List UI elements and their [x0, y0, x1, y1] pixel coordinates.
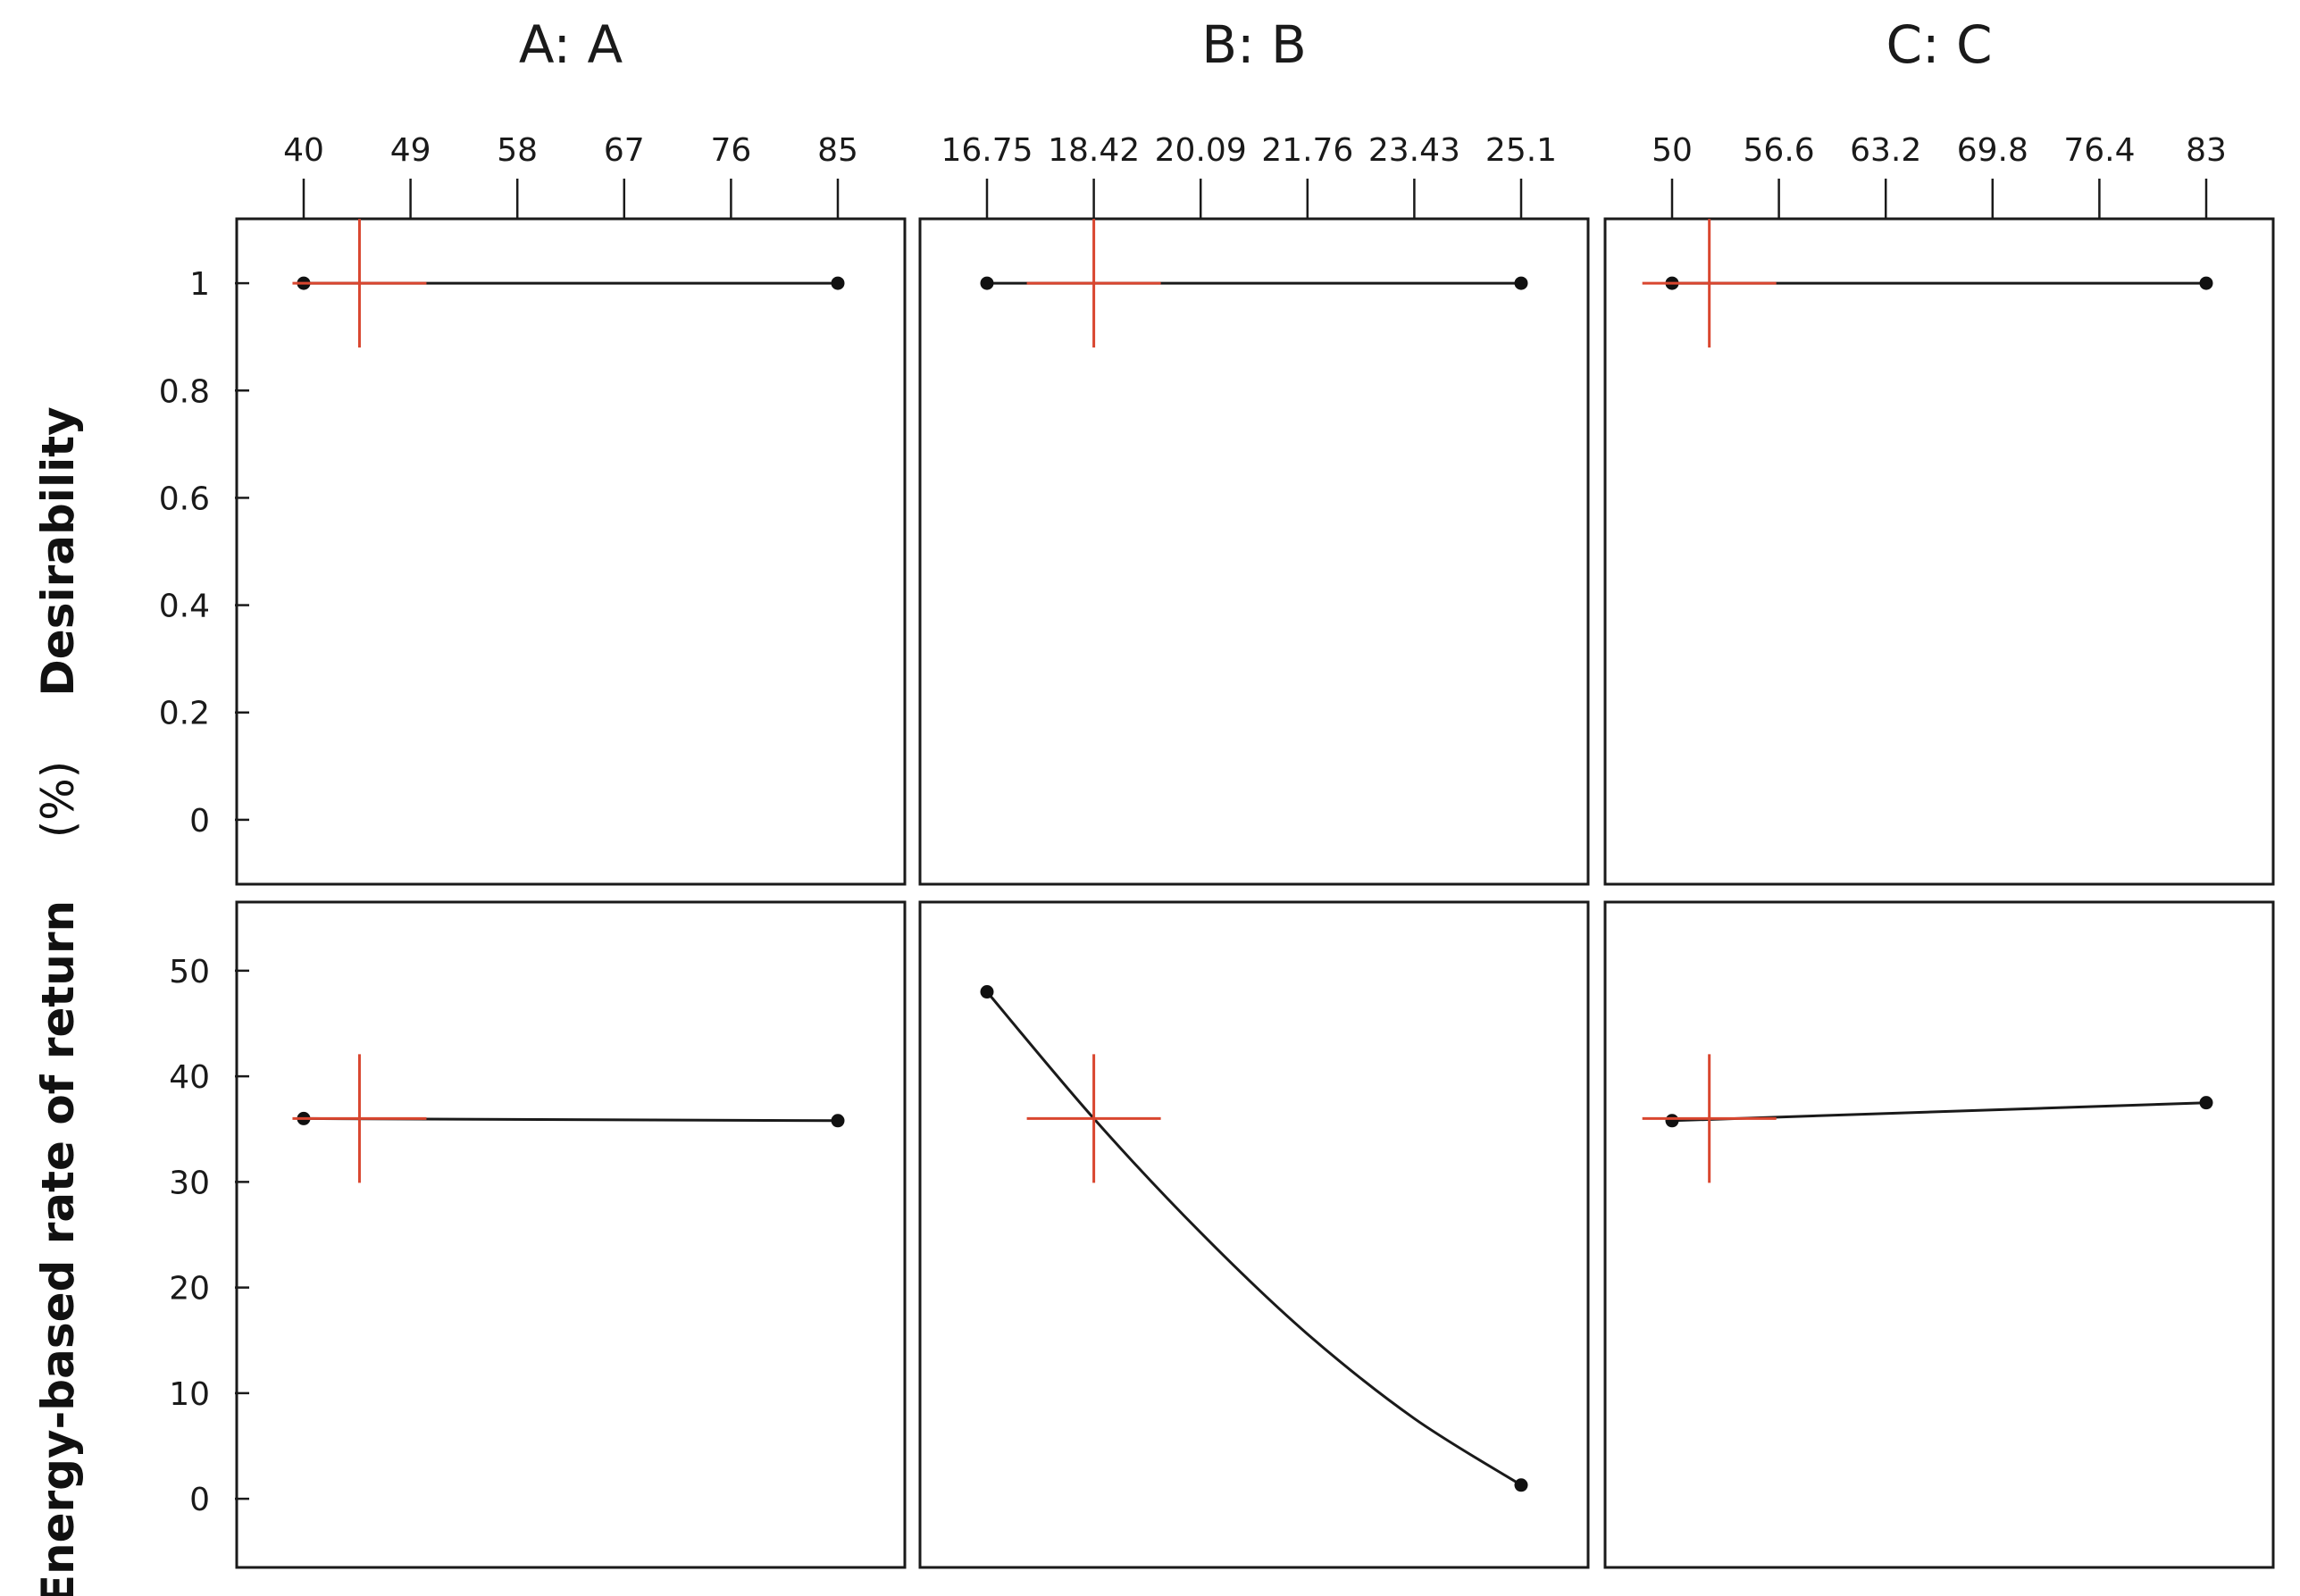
y-tick-label-desirability-3: 0.6 [159, 480, 210, 517]
y-tick-label-response-3: 30 [169, 1165, 210, 1201]
series-point-desirability-b-end [1514, 276, 1528, 290]
x-tick-label-c-3: 69.8 [1957, 132, 2028, 169]
panel-desirability-c [1603, 217, 2275, 886]
y-tick-label-desirability-2: 0.4 [159, 589, 210, 625]
y-tick-label-desirability-4: 0.8 [159, 373, 210, 410]
series-point-desirability-c-end [2199, 276, 2213, 290]
x-tick-label-b-5: 25.1 [1485, 132, 1557, 169]
panel-response-b [918, 900, 1590, 1569]
panel-desirability-b [918, 217, 1590, 886]
y-tick-label-desirability-5: 1 [189, 266, 210, 303]
x-tick-label-a-0: 40 [283, 132, 324, 169]
y-axis-title-response: Energy-based rate of return [32, 900, 84, 1596]
column-title-a: A: A [519, 14, 623, 75]
y-tick-label-response-5: 50 [169, 954, 210, 990]
x-tick-label-a-4: 76 [710, 132, 751, 169]
x-tick-label-b-0: 16.75 [941, 132, 1033, 169]
y-tick-label-desirability-0: 0 [189, 803, 210, 840]
x-tick-label-b-3: 21.76 [1261, 132, 1353, 169]
y-tick-label-response-4: 40 [169, 1059, 210, 1096]
y-tick-label-response-2: 20 [169, 1271, 210, 1308]
x-tick-label-a-1: 49 [390, 132, 431, 169]
y-tick-label-response-1: 10 [169, 1376, 210, 1413]
column-title-b: B: B [1201, 14, 1307, 75]
x-tick-label-b-4: 23.43 [1368, 132, 1460, 169]
series-point-response-c-end [2199, 1096, 2213, 1110]
series-line-response-b [985, 990, 1522, 1487]
x-tick-label-c-1: 56.6 [1744, 132, 1815, 169]
y-axis-unit-response: (%) [32, 761, 84, 839]
panel-desirability-a [235, 217, 907, 886]
x-tick-label-b-1: 18.42 [1048, 132, 1140, 169]
x-tick-label-b-2: 20.09 [1155, 132, 1247, 169]
x-tick-label-c-0: 50 [1652, 132, 1693, 169]
x-tick-label-c-4: 76.4 [2063, 132, 2135, 169]
series-point-response-c-start [1665, 1114, 1679, 1128]
y-axis-title-desirability: Desirability [32, 406, 84, 696]
x-tick-label-a-3: 67 [604, 132, 645, 169]
x-tick-label-a-5: 85 [817, 132, 858, 169]
x-tick-label-c-5: 83 [2186, 132, 2227, 169]
panel-response-a [235, 900, 907, 1569]
x-tick-label-c-2: 63.2 [1850, 132, 1921, 169]
series-point-response-b-start [980, 985, 994, 999]
y-tick-label-desirability-1: 0.2 [159, 696, 210, 732]
x-tick-label-a-2: 58 [497, 132, 538, 169]
series-point-response-a-end [831, 1114, 845, 1128]
series-point-desirability-a-end [831, 276, 845, 290]
series-point-desirability-b-start [980, 276, 994, 290]
panel-response-c [1603, 900, 2275, 1569]
series-point-response-b-end [1514, 1478, 1528, 1492]
y-tick-label-response-0: 0 [189, 1482, 210, 1518]
column-title-c: C: C [1886, 14, 1993, 75]
